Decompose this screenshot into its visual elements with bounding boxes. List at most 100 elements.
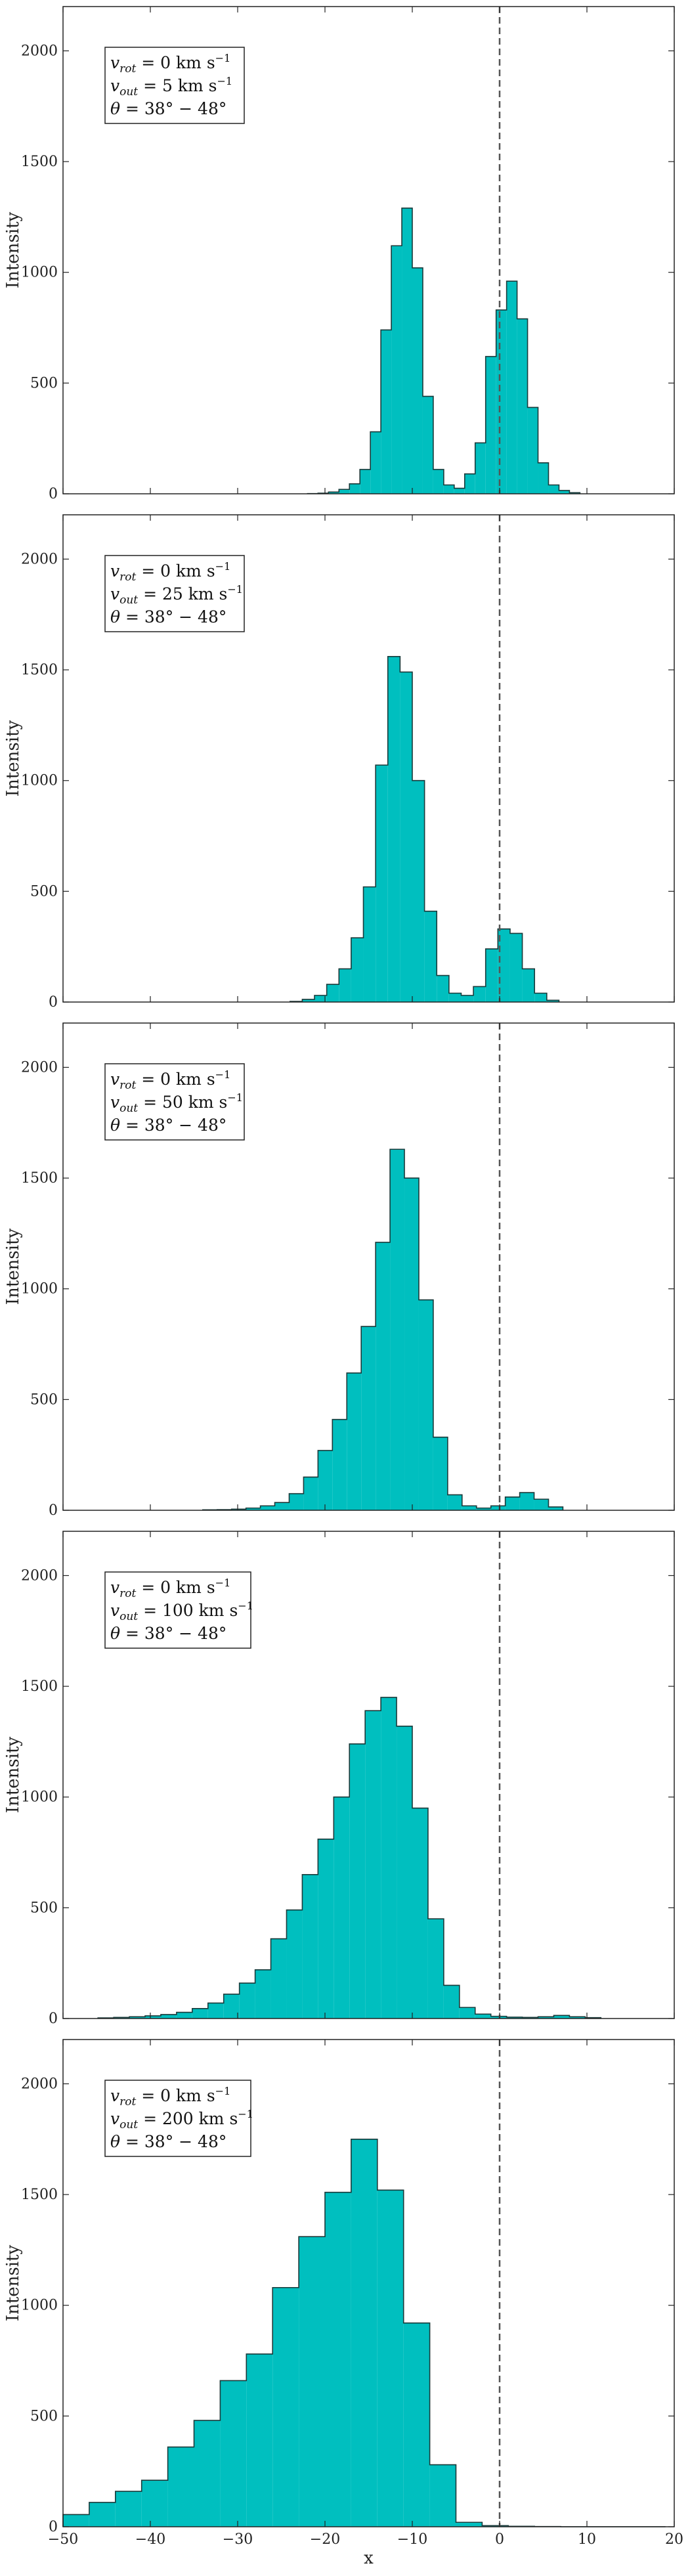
axes-frame — [62, 2039, 675, 2527]
histogram-bar — [433, 1437, 448, 1510]
histogram-bar — [546, 1000, 559, 1002]
histogram-bar — [390, 1149, 405, 1510]
histogram-bar — [548, 1506, 563, 1510]
histogram-bar — [160, 2014, 177, 2019]
legend-frame — [104, 1571, 251, 1649]
histogram-bar — [498, 928, 510, 1002]
y-tick-label: 1000 — [21, 265, 58, 281]
histogram-bar — [496, 310, 507, 494]
y-tick-label: 2000 — [21, 1567, 58, 1584]
histogram-bar — [404, 1178, 419, 1510]
histogram-bar — [448, 993, 462, 1002]
chart-panel-3: 0 500 1000 1500 2000 Intensity vrot = 0 km s−1… — [3, 1022, 675, 1519]
chart-panel-2: 0 500 1000 1500 2000 Intensity vrot = 0 km s−1… — [3, 514, 675, 1011]
x-tick-label: −10 — [397, 2531, 427, 2548]
legend-line-2: vout = 5 km s−1 — [110, 75, 232, 98]
histogram-bar — [422, 396, 433, 494]
histogram-bar — [361, 1326, 376, 1510]
histogram-bars — [202, 1149, 563, 1510]
histogram-bar — [167, 2447, 194, 2527]
histogram-bar — [272, 2287, 299, 2527]
histogram-bar — [115, 2491, 142, 2527]
y-tick-label: 1000 — [21, 2298, 58, 2314]
histogram-bar — [447, 1495, 462, 1510]
histogram-bar — [303, 1477, 318, 1510]
histogram-bar — [114, 2017, 130, 2019]
legend-line-2: vout = 25 km s−1 — [110, 583, 243, 607]
histogram-bar — [351, 2139, 377, 2527]
x-tick-label: −40 — [135, 2531, 165, 2548]
legend-frame — [104, 555, 245, 632]
y-tick-label: 0 — [49, 2519, 58, 2535]
histogram-bar — [314, 995, 327, 1002]
histogram-bar — [454, 488, 465, 494]
histogram-outline — [202, 1148, 564, 1511]
axes-frame — [62, 6, 675, 494]
histogram-bar — [459, 2007, 475, 2019]
histogram-bar — [400, 672, 412, 1002]
histogram-bar — [255, 1969, 271, 2019]
axes-frame — [62, 1531, 675, 2019]
histogram-bar — [334, 1797, 350, 2019]
histogram-bar — [141, 2480, 168, 2527]
histogram-bar — [391, 246, 402, 494]
y-tick-label: 0 — [49, 994, 58, 1011]
histogram-bar — [505, 1496, 520, 1510]
histogram-bar — [207, 2003, 224, 2019]
y-tick-label: 1000 — [21, 773, 58, 789]
histogram-bar — [519, 1493, 534, 1510]
y-tick-label: 2000 — [21, 2076, 58, 2092]
histogram-bar — [192, 2008, 208, 2019]
x-tick-label: −20 — [310, 2531, 340, 2548]
histogram-bar — [397, 1726, 412, 2019]
histogram-bar — [462, 1506, 477, 1510]
histogram-bar — [363, 886, 376, 1002]
x-tick-label: −50 — [48, 2531, 78, 2548]
histogram-bar — [538, 462, 549, 494]
x-tick-label: 20 — [665, 2531, 683, 2548]
y-axis-title: Intensity — [3, 1228, 23, 1305]
histogram-bar — [376, 765, 388, 1002]
histogram-bar — [412, 780, 425, 1002]
histogram-bar — [402, 207, 412, 494]
histogram-bar — [412, 267, 423, 494]
histogram-bar — [418, 1299, 433, 1510]
histogram-bar — [332, 1419, 347, 1510]
y-tick-label: 0 — [49, 2011, 58, 2027]
histogram-bar — [318, 1839, 334, 2019]
histogram-bar — [548, 485, 559, 494]
histogram-bar — [403, 2323, 430, 2527]
histogram-bar — [461, 995, 474, 1002]
histogram-bar — [424, 911, 437, 1002]
histogram-bar — [339, 489, 350, 494]
histogram-bar — [302, 999, 315, 1002]
histogram-outline — [97, 1697, 602, 2019]
histogram-bar — [231, 1509, 246, 1510]
histogram-bar — [538, 2017, 554, 2019]
y-axis-title: Intensity — [3, 720, 23, 797]
histogram-outline — [290, 656, 560, 1002]
histogram-bar — [270, 1938, 287, 2019]
x-tick-label: −30 — [223, 2531, 253, 2548]
histogram-bar — [351, 938, 364, 1002]
histogram-bar — [246, 1508, 261, 1510]
histogram-bar — [437, 975, 449, 1002]
histogram-bar — [464, 473, 475, 494]
histogram-bar — [527, 407, 538, 494]
histogram-bar — [490, 2016, 507, 2019]
histogram-bar — [89, 2502, 116, 2527]
histogram-bar — [381, 1697, 397, 2019]
chart-panel-5: 0 500 1000 1500 2000 −50 −40 −30 −20 −10 0 10 20 Inte… — [3, 2039, 683, 2568]
y-tick-label: 1500 — [21, 2187, 58, 2203]
histogram-bar — [569, 492, 580, 494]
y-tick-label: 0 — [49, 486, 58, 502]
histogram-bar — [176, 2012, 192, 2019]
histogram-bar — [517, 318, 528, 494]
axes-frame — [62, 514, 675, 1003]
histogram-bar — [485, 949, 498, 1002]
y-tick-label: 2000 — [21, 43, 58, 59]
histogram-bar — [63, 2514, 89, 2527]
histogram-bar — [129, 2017, 146, 2019]
